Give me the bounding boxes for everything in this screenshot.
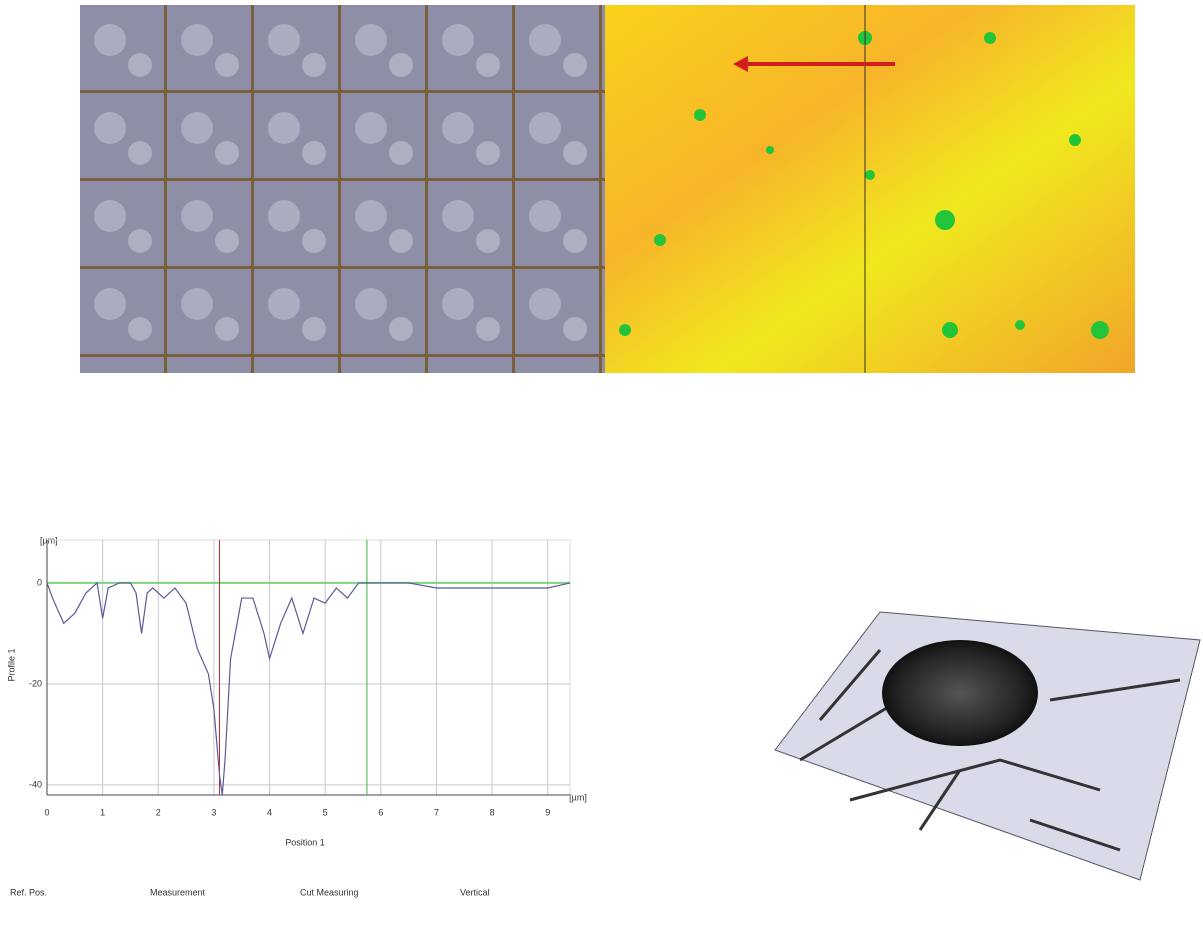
pit <box>882 640 1038 746</box>
optical-image <box>80 5 605 373</box>
x-tick-label: 0 <box>44 807 49 817</box>
render-3d <box>775 612 1200 880</box>
figure: [µm] [µm] Position 1 Profile 1 012345678… <box>0 0 1203 936</box>
x-tick-label: 6 <box>378 807 383 817</box>
profile-line <box>47 583 570 795</box>
legend-label: Measurement <box>150 887 206 897</box>
x-tick-label: 8 <box>490 807 495 817</box>
x-unit: [µm] <box>569 792 587 802</box>
x-tick-label: 4 <box>267 807 272 817</box>
x-tick-label: 2 <box>156 807 161 817</box>
legend-label: Cut Measuring <box>300 887 359 897</box>
x-tick-label: 1 <box>100 807 105 817</box>
microscope-images <box>80 5 1135 373</box>
x-tick-label: 3 <box>211 807 216 817</box>
y-tick-label: -20 <box>29 678 42 688</box>
legend-label: Ref. Pos. <box>10 887 47 897</box>
x-tick-label: 5 <box>323 807 328 817</box>
y-tick-label: 0 <box>37 577 42 587</box>
y-tick-label: -40 <box>29 779 42 789</box>
x-label: Position 1 <box>285 837 325 847</box>
plot-area <box>47 540 570 795</box>
legend-label: Vertical <box>460 887 490 897</box>
y-label: Profile 1 <box>6 648 16 681</box>
x-tick-label: 7 <box>434 807 439 817</box>
height-map <box>605 5 1135 373</box>
x-tick-label: 9 <box>545 807 550 817</box>
